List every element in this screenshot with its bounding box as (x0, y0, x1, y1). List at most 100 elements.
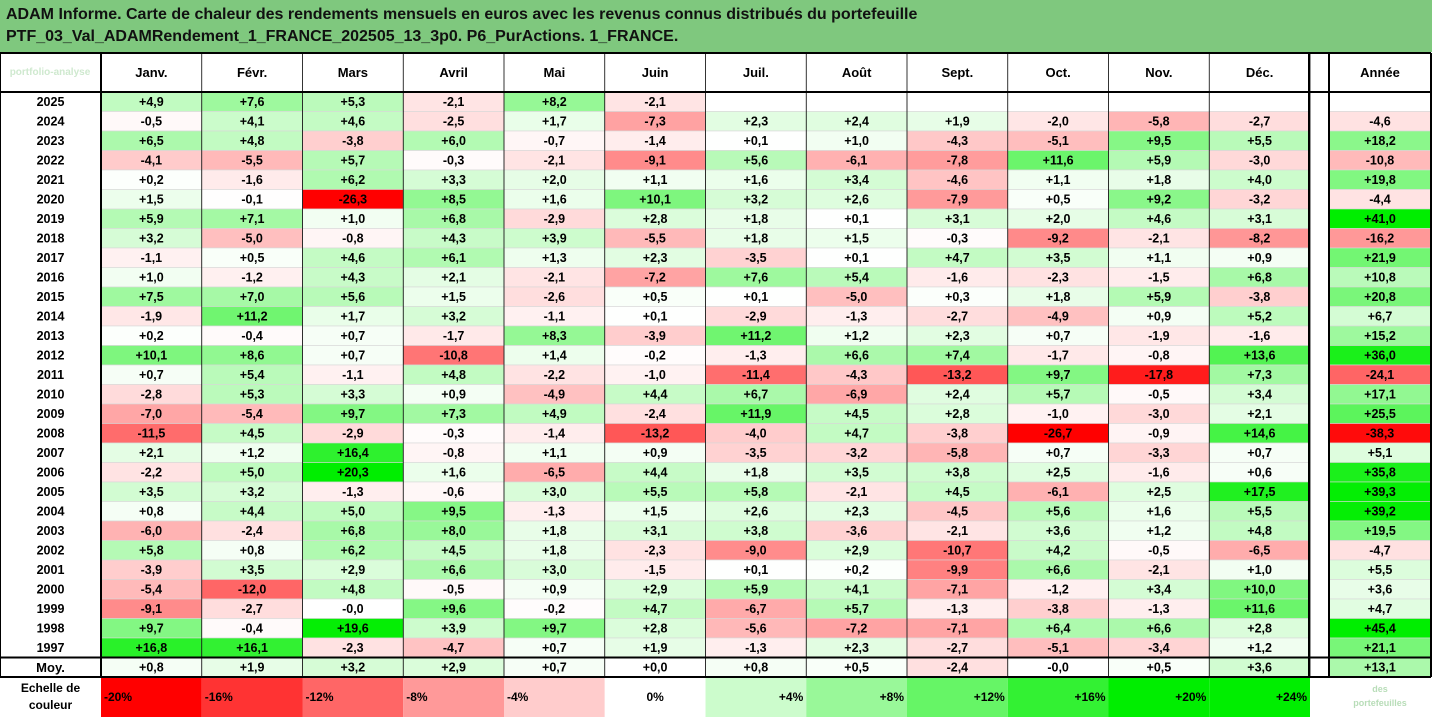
cell-value: -3,2 (846, 446, 868, 460)
cell-value: +1,8 (542, 524, 567, 538)
cell-value: -2,7 (1249, 114, 1271, 128)
cell-value: -7,2 (644, 270, 666, 284)
cell-value: +3,2 (441, 309, 466, 323)
cell-value: +0,1 (844, 212, 869, 226)
cell-value: +6,8 (1247, 270, 1272, 284)
cell-value: +14,6 (1244, 426, 1276, 440)
cell-value: +1,5 (643, 504, 668, 518)
cell-value: +0,7 (1247, 446, 1272, 460)
cell-value: +2,9 (341, 563, 366, 577)
report-header: ADAM Informe. Carte de chaleur des rende… (0, 0, 1432, 52)
cell-value: +11,6 (1244, 602, 1275, 616)
cell-value: +2,3 (643, 251, 668, 265)
cell-value: +10,0 (1244, 582, 1276, 596)
cell-value: +7,3 (441, 407, 466, 421)
cell-value: -3,5 (745, 446, 767, 460)
annual-value: +5,1 (1368, 446, 1393, 460)
average-value: +2,9 (441, 660, 466, 674)
cell-value: +5,6 (341, 290, 366, 304)
average-row-label: Moy. (36, 660, 65, 675)
column-header-10: Oct. (1045, 65, 1070, 80)
cell-value: +0,2 (139, 173, 164, 187)
average-value: -2,4 (947, 660, 969, 674)
cell-value: +10,1 (136, 348, 168, 362)
cell-value: +2,1 (139, 446, 164, 460)
row-year-label: 2008 (37, 426, 65, 440)
cell-value: -1,6 (1249, 329, 1271, 343)
cell-value: +1,1 (643, 173, 668, 187)
cell-value: +3,9 (441, 621, 466, 635)
cell-value: -7,2 (846, 621, 868, 635)
cell-value: +1,6 (441, 465, 466, 479)
cell-value: -10,8 (439, 348, 468, 362)
cell-value: -9,0 (745, 543, 767, 557)
cell-value: -8,2 (1249, 231, 1271, 245)
cell-value: +6,1 (441, 251, 466, 265)
cell-value: +2,5 (1147, 485, 1172, 499)
year-cell-bg (0, 326, 101, 346)
scale-swatch (201, 677, 303, 717)
cell-value: +3,8 (945, 465, 970, 479)
heatmap-cell (1208, 91, 1311, 112)
cell-value: +3,3 (341, 387, 366, 401)
report-title-line-2: PTF_03_Val_ADAMRendement_1_FRANCE_202505… (6, 28, 679, 45)
cell-value: +3,8 (744, 524, 769, 538)
scale-swatch-label: -8% (406, 690, 428, 704)
cell-value: +6,8 (341, 524, 366, 538)
heatmap-cell (906, 91, 1009, 112)
annual-value: +19,8 (1364, 173, 1396, 187)
cell-value: +5,8 (744, 485, 769, 499)
row-year-label: 2004 (37, 504, 65, 518)
cell-value: +4,9 (139, 95, 164, 109)
cell-value: +1,2 (1247, 641, 1272, 655)
annual-value: +36,0 (1364, 348, 1396, 362)
year-cell-bg (0, 248, 101, 268)
cell-value: +0,2 (139, 329, 164, 343)
annual-value: +20,8 (1364, 290, 1396, 304)
cell-value: +1,1 (542, 446, 567, 460)
cell-value: -6,1 (1047, 485, 1069, 499)
cell-value: +9,5 (1147, 134, 1172, 148)
cell-value: -4,0 (745, 426, 767, 440)
cell-value: -3,9 (141, 563, 163, 577)
cell-value: -5,5 (241, 153, 263, 167)
cell-value: -3,0 (1148, 407, 1170, 421)
annual-value: +3,6 (1368, 582, 1393, 596)
cell-value: -26,3 (339, 192, 368, 206)
cell-value: -1,3 (846, 309, 868, 323)
average-value: +0,7 (542, 660, 567, 674)
cell-value: -1,2 (241, 270, 263, 284)
scale-swatch (806, 677, 907, 717)
row-year-label: 2014 (37, 309, 65, 323)
cell-value: -2,3 (1047, 270, 1069, 284)
cell-value: +4,4 (643, 465, 668, 479)
year-cell-bg (0, 150, 101, 170)
scale-swatch (1108, 677, 1210, 717)
average-value: +0,5 (1147, 660, 1172, 674)
row-year-label: 2016 (37, 270, 65, 284)
cell-value: +6,2 (341, 173, 366, 187)
year-cell-bg (0, 189, 101, 209)
cell-value: +4,8 (1247, 524, 1272, 538)
year-cell-bg (0, 92, 101, 112)
year-cell-bg (0, 384, 101, 404)
annual-value: -10,8 (1366, 153, 1395, 167)
cell-value: +16,8 (136, 641, 168, 655)
cell-value: +1,8 (744, 465, 769, 479)
cell-value: +0,7 (542, 641, 567, 655)
cell-value: -0,2 (544, 602, 566, 616)
cell-value: +4,0 (1247, 173, 1272, 187)
row-year-label: 2017 (37, 251, 65, 265)
scale-swatch-label: 0% (646, 690, 664, 704)
year-cell-bg (0, 540, 101, 560)
year-cell-bg (0, 267, 101, 287)
cell-value: +1,0 (1247, 563, 1272, 577)
cell-value: +0,7 (1046, 329, 1071, 343)
cell-value: -2,3 (342, 641, 364, 655)
cell-value: +1,5 (441, 290, 466, 304)
cell-value: -6,5 (544, 465, 566, 479)
cell-value: -2,9 (544, 212, 566, 226)
cell-value: +17,5 (1244, 485, 1276, 499)
cell-value: +0,7 (341, 348, 366, 362)
cell-value: -12,0 (238, 582, 267, 596)
